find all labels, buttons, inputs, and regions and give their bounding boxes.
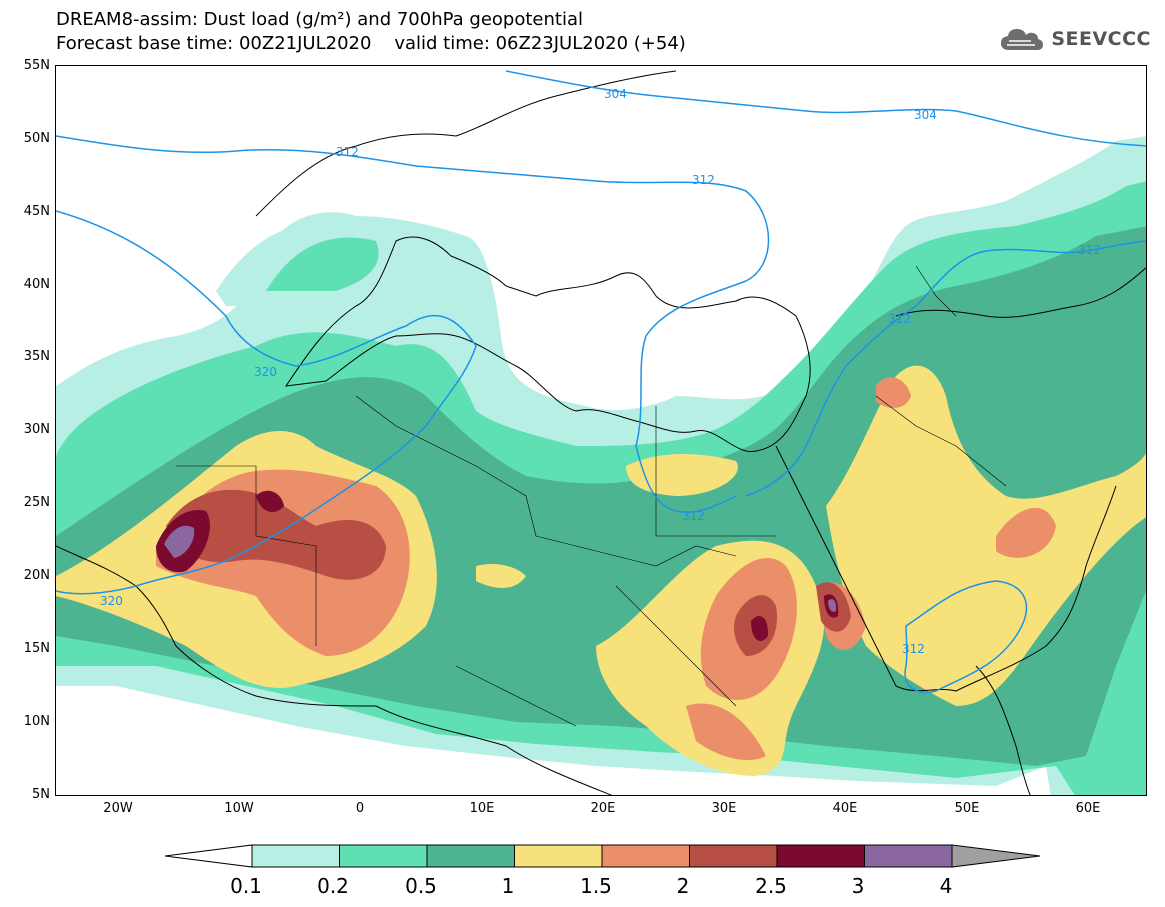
border-mauritania-mali xyxy=(176,465,317,646)
colorbar-tick-label: 2.5 xyxy=(755,874,787,898)
lat-label: 45N xyxy=(23,204,50,219)
lon-label: 40E xyxy=(832,801,858,816)
colorbar-cell xyxy=(251,844,340,868)
colorbar-cell xyxy=(864,844,953,868)
dust-band-iraq xyxy=(876,377,911,408)
border-chad-sudan xyxy=(615,585,737,707)
contour-label: 312 xyxy=(692,173,715,187)
dust-band-northern-mauritania xyxy=(256,490,284,512)
dust-band-spain xyxy=(266,237,379,291)
geopotential-contours xyxy=(56,70,1146,693)
lat-label: 50N xyxy=(23,131,50,146)
border-chad-libya xyxy=(535,535,737,567)
contour-label: 312 xyxy=(336,145,359,159)
lat-label: 40N xyxy=(23,277,50,292)
lon-label: 20E xyxy=(590,801,616,816)
dust-band-max-east xyxy=(828,599,837,612)
colorbar-cell xyxy=(776,844,865,868)
dust-band-3-4 xyxy=(164,525,837,612)
country-borders xyxy=(176,265,1007,727)
border-saudi xyxy=(875,395,1007,487)
lat-label: 35N xyxy=(23,349,50,364)
map-canvas: 304 304 312 312 312 312 312 312 320 320 xyxy=(56,70,1146,795)
logo-text: SEEVCCC xyxy=(1051,28,1151,50)
colorbar-tick-label: 4 xyxy=(939,874,953,898)
colorbar-cells xyxy=(251,844,953,868)
colorbar-tick-label: 0.5 xyxy=(405,874,437,898)
colorbar-under-arrow xyxy=(164,844,253,868)
lon-label: 10E xyxy=(469,801,495,816)
lon-label: 20W xyxy=(103,801,133,816)
border-turkey xyxy=(915,265,957,317)
dust-band-libya xyxy=(626,454,738,496)
lon-label: 0 xyxy=(355,801,365,816)
contour-label: 312 xyxy=(902,642,925,656)
dust-band-sudan-peak xyxy=(751,616,769,641)
contour-312-north xyxy=(56,135,770,514)
lat-label: 55N xyxy=(23,58,50,73)
contour-label: 320 xyxy=(254,365,277,379)
contour-312-arabian-low xyxy=(904,580,1027,693)
logo: SEEVCCC xyxy=(999,26,1151,52)
lon-label: 50E xyxy=(954,801,980,816)
contour-label: 312 xyxy=(682,509,705,523)
dust-band-max-west xyxy=(164,525,195,558)
border-algeria-mali xyxy=(355,395,537,537)
contour-label: 312 xyxy=(1078,243,1101,257)
cloud-icon xyxy=(1001,29,1044,50)
dust-band-south-sudan xyxy=(686,703,766,761)
contour-label: 304 xyxy=(914,108,937,122)
lat-label: 5N xyxy=(32,787,50,802)
colorbar-cell xyxy=(426,844,515,868)
lat-label: 10N xyxy=(23,714,50,729)
contour-312-east xyxy=(745,240,1146,497)
western-europe-coast xyxy=(255,70,677,217)
lat-label: 25N xyxy=(23,495,50,510)
lon-label: 60E xyxy=(1075,801,1101,816)
colorbar-tick-label: 0.2 xyxy=(317,874,349,898)
colorbar-cell xyxy=(601,844,690,868)
dust-band-arabia xyxy=(826,365,1146,706)
contour-320 xyxy=(56,210,477,595)
colorbar-cell xyxy=(689,844,778,868)
colorbar-cell xyxy=(514,844,603,868)
colorbar-cell xyxy=(339,844,428,868)
lon-label: 30E xyxy=(711,801,737,816)
contour-label: 304 xyxy=(604,87,627,101)
colorbar-tick-label: 1 xyxy=(501,874,515,898)
map: 304 304 312 312 312 312 312 312 320 320 xyxy=(55,65,1147,796)
dust-band-chad xyxy=(476,564,526,588)
border-nigeria xyxy=(455,665,577,727)
colorbar xyxy=(164,844,1041,868)
colorbar-tick-label: 2 xyxy=(676,874,690,898)
border-egypt xyxy=(655,406,776,537)
contour-labels: 304 304 312 312 312 312 312 312 320 320 xyxy=(100,87,1101,656)
title-line-1: DREAM8-assim: Dust load (g/m²) and 700hP… xyxy=(56,9,583,30)
colorbar-tick-label: 1.5 xyxy=(580,874,612,898)
contour-label: 320 xyxy=(100,594,123,608)
mediterranean-coast xyxy=(284,236,811,452)
dust-band-oman xyxy=(996,507,1056,558)
horn-of-africa-coast xyxy=(975,665,1031,795)
lat-label: 20N xyxy=(23,568,50,583)
title-line-2: Forecast base time: 00Z21JUL2020 valid t… xyxy=(56,33,686,54)
colorbar-over-arrow xyxy=(951,844,1041,868)
lat-label: 30N xyxy=(23,422,50,437)
black-sea-coast xyxy=(895,267,1146,318)
colorbar-tick-label: 0.1 xyxy=(230,874,262,898)
contour-304 xyxy=(505,70,1146,147)
red-sea-coast xyxy=(775,445,1117,692)
lon-label: 10W xyxy=(224,801,254,816)
lat-label: 15N xyxy=(23,641,50,656)
colorbar-tick-label: 3 xyxy=(851,874,865,898)
contour-label: 312 xyxy=(888,312,911,326)
